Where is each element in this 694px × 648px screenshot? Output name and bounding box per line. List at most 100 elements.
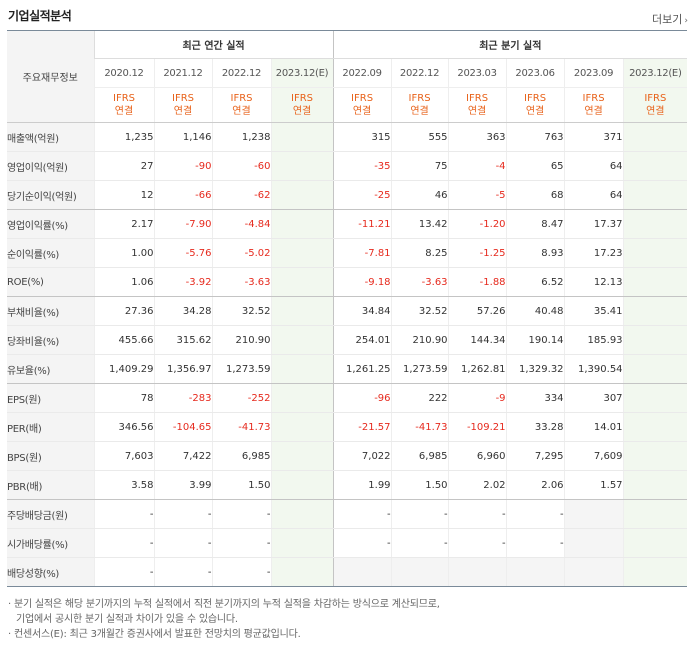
accounting-label: IFRS xyxy=(172,93,194,104)
table-cell: 1.57 xyxy=(563,470,624,500)
period-header: 2022.12 xyxy=(390,58,449,88)
table-cell: 2.02 xyxy=(447,470,507,500)
table-cell xyxy=(622,528,688,558)
table-row: 주당배당금(원) - - - - - - - xyxy=(7,499,688,529)
consolidation-label: 연결 xyxy=(646,106,665,117)
table-cell: 17.37 xyxy=(563,209,624,239)
table-cell: - xyxy=(505,499,565,529)
table-cell xyxy=(622,209,688,239)
table-cell: 12.13 xyxy=(563,267,624,297)
table-cell xyxy=(622,383,688,413)
table-row: 배당성향(%) - - - xyxy=(7,557,688,587)
row-label: 유보율(%) xyxy=(7,354,94,384)
row-label: PBR(배) xyxy=(7,470,94,500)
table-row: 순이익률(%) 1.00 -5.76 -5.02 -7.81 8.25 -1.25 8.93 1… xyxy=(7,238,688,268)
table-cell xyxy=(622,557,688,587)
table-cell: 27.36 xyxy=(93,296,154,326)
table-cell: 7,295 xyxy=(505,441,565,471)
table-cell: -1.20 xyxy=(447,209,507,239)
table-cell xyxy=(270,383,334,413)
row-label: 매출액(억원) xyxy=(7,122,94,152)
table-cell: 6.52 xyxy=(505,267,565,297)
table-cell: -21.57 xyxy=(332,412,392,442)
table-cell: 13.42 xyxy=(390,209,449,239)
table-row: 부채비율(%) 27.36 34.28 32.52 34.84 32.52 57.26 40.… xyxy=(7,296,688,326)
table-cell: 1,262.81 xyxy=(447,354,507,384)
table-cell: 254.01 xyxy=(332,325,392,355)
accounting-standard: IFRS 연결 xyxy=(332,87,392,123)
row-label: 당좌비율(%) xyxy=(7,325,94,355)
table-cell: 371 xyxy=(563,122,624,152)
table-cell: 190.14 xyxy=(505,325,565,355)
table-cell: 7,422 xyxy=(153,441,212,471)
table-cell xyxy=(270,354,334,384)
table-cell: 8.25 xyxy=(390,238,449,268)
table-cell xyxy=(622,441,688,471)
table-cell: -9 xyxy=(447,383,507,413)
table-cell: 35.41 xyxy=(563,296,624,326)
table-cell xyxy=(447,557,507,587)
table-cell: -104.65 xyxy=(153,412,212,442)
row-label: 영업이익률(%) xyxy=(7,209,94,239)
accounting-standard: IFRS 연결 xyxy=(447,87,507,123)
table-cell: 1.50 xyxy=(211,470,271,500)
period-header: 2022.09 xyxy=(332,58,392,88)
footnote-quarterly: · 분기 실적은 해당 분기까지의 누적 실적에서 직전 분기까지의 누적 실적… xyxy=(8,599,440,610)
table-cell: 7,609 xyxy=(563,441,624,471)
accounting-label: IFRS xyxy=(230,93,253,104)
table-cell: 40.48 xyxy=(505,296,565,326)
table-cell xyxy=(622,499,688,529)
table-cell: 2.17 xyxy=(93,209,154,239)
financial-summary-table: 주요재무정보 최근 연간 실적 최근 분기 실적 2020.12 2021.12 2… xyxy=(7,30,688,587)
table-body: 매출액(억원) 1,235 1,146 1,238 315 555 363 763 371 영업이… xyxy=(7,122,688,587)
table-cell: 8.47 xyxy=(505,209,565,239)
table-cell: -25 xyxy=(332,180,392,210)
table-cell xyxy=(563,499,624,529)
footnote-quarterly-cont: 기업에서 공시한 분기 실적과 차이가 있을 수 있습니다. xyxy=(16,614,238,625)
row-label: 배당성향(%) xyxy=(7,557,94,587)
table-cell: - xyxy=(93,499,154,529)
table-cell: 363 xyxy=(447,122,507,152)
row-label: 순이익률(%) xyxy=(7,238,94,268)
row-label: 시가배당률(%) xyxy=(7,528,94,558)
table-cell: 32.52 xyxy=(390,296,449,326)
footnotes: · 분기 실적은 해당 분기까지의 누적 실적에서 직전 분기까지의 누적 실적… xyxy=(8,597,688,642)
accounting-standard: IFRS 연결 xyxy=(505,87,565,123)
consolidation-label: 연결 xyxy=(232,106,251,117)
table-cell: 33.28 xyxy=(505,412,565,442)
table-cell: -4.84 xyxy=(211,209,271,239)
table-cell xyxy=(270,180,334,210)
table-cell: - xyxy=(153,499,212,529)
table-cell: 14.01 xyxy=(563,412,624,442)
table-cell: - xyxy=(93,528,154,558)
table-cell xyxy=(270,151,334,181)
table-cell xyxy=(505,557,565,587)
table-cell: 1,329.32 xyxy=(505,354,565,384)
consolidation-label: 연결 xyxy=(114,106,134,117)
table-cell: 1,273.59 xyxy=(390,354,449,384)
table-cell: 185.93 xyxy=(563,325,624,355)
table-cell: 1,273.59 xyxy=(211,354,271,384)
row-label: ROE(%) xyxy=(7,267,94,297)
table-cell: 222 xyxy=(390,383,449,413)
table-cell: 12 xyxy=(93,180,154,210)
table-row: 당기순이익(억원) 12 -66 -62 -25 46 -5 68 64 xyxy=(7,180,688,210)
accounting-standard: IFRS 연결 xyxy=(563,87,624,123)
table-cell: -7.81 xyxy=(332,238,392,268)
table-cell: 32.52 xyxy=(211,296,271,326)
chevron-right-icon: › xyxy=(684,16,688,26)
table-cell xyxy=(270,441,334,471)
consolidation-label: 연결 xyxy=(173,106,193,117)
more-link[interactable]: 더보기 › xyxy=(652,11,688,27)
table-cell: 1.50 xyxy=(390,470,449,500)
period-header: 2023.03 xyxy=(447,58,507,88)
consolidation-label: 연결 xyxy=(352,106,372,117)
table-cell: 34.84 xyxy=(332,296,392,326)
table-cell: 1.06 xyxy=(93,267,154,297)
table-cell: 315 xyxy=(332,122,392,152)
table-cell: -3.63 xyxy=(211,267,271,297)
period-header: 2020.12 xyxy=(93,58,154,88)
more-label[interactable]: 더보기 xyxy=(652,13,683,26)
accounting-standard: IFRS 연결 xyxy=(390,87,449,123)
period-header: 2023.12(E) xyxy=(622,58,688,88)
